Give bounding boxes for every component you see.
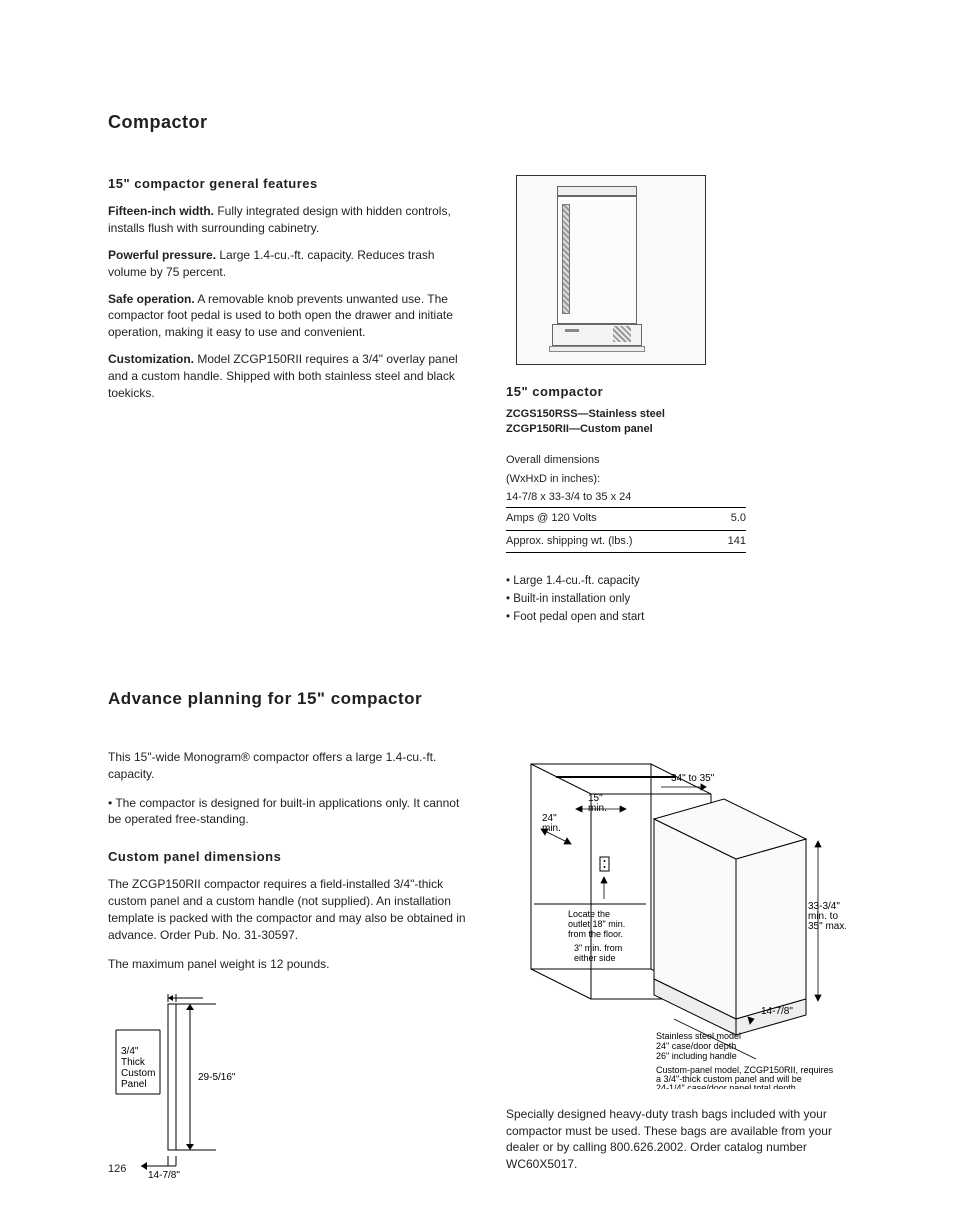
advance-left: This 15"-wide Monogram® compactor offers… <box>108 749 466 1185</box>
model-line: ZCGP150RII—Custom panel <box>506 422 846 437</box>
advance-intro: This 15"-wide Monogram® compactor offers… <box>108 749 466 783</box>
feature-item: Powerful pressure. Large 1.4-cu.-ft. cap… <box>108 247 466 281</box>
lower-two-col: This 15"-wide Monogram® compactor offers… <box>108 749 846 1185</box>
compactor-illustration <box>557 186 637 356</box>
feature-lead: Powerful pressure. <box>108 248 216 262</box>
feature-item: Customization. Model ZCGP150RII requires… <box>108 351 466 401</box>
thick-l1: 3/4" <box>121 1046 139 1057</box>
upper-two-col: 15" compactor general features Fifteen-i… <box>108 175 846 627</box>
feature-item: Fifteen-inch width. Fully integrated des… <box>108 203 466 237</box>
thick-l4: Panel <box>121 1079 147 1090</box>
bullet-text: Built-in installation only <box>513 593 630 605</box>
page-number: 126 <box>108 1162 126 1177</box>
bullet-text: Foot pedal open and start <box>513 611 644 623</box>
panel-h: 29-5/16" <box>198 1072 236 1083</box>
panel-p1: The ZCGP150RII compactor requires a fiel… <box>108 876 466 943</box>
spec-label: Amps @ 120 Volts <box>506 508 716 530</box>
spec-value: 5.0 <box>716 508 746 530</box>
feature-lead: Safe operation. <box>108 292 195 306</box>
model-line: ZCGS150RSS—Stainless steel <box>506 407 846 422</box>
spec-label: Approx. shipping wt. (lbs.) <box>506 530 716 552</box>
iso-out1: Locate the <box>568 909 610 919</box>
iso-basew: 14-7/8" <box>761 1006 793 1017</box>
product-image <box>516 175 706 365</box>
iso-diagram: 34" to 35" 15" min. 24" min. Locate the … <box>506 749 846 1089</box>
page-title: Compactor <box>108 110 846 135</box>
advance-heading: Advance planning for 15" compactor <box>108 687 846 711</box>
iso-out2: outlet 18" min. <box>568 919 625 929</box>
bullet-text: Large 1.4-cu.-ft. capacity <box>513 575 640 587</box>
feature-lead: Fifteen-inch width. <box>108 204 214 218</box>
thick-l2: Thick <box>121 1057 146 1068</box>
panel-w: 14-7/8" <box>148 1170 180 1180</box>
feature-item: Safe operation. A removable knob prevent… <box>108 291 466 341</box>
product-bullets: • Large 1.4-cu.-ft. capacity • Built-in … <box>506 573 846 625</box>
bullet: • Foot pedal open and start <box>506 609 846 625</box>
model-lines: ZCGS150RSS—Stainless steel ZCGP150RII—Cu… <box>506 407 846 437</box>
advance-bullet: • The compactor is designed for built-in… <box>108 795 466 829</box>
iso-w15b: min. <box>588 803 607 814</box>
product-heading: 15" compactor <box>506 383 846 401</box>
features-list: Fifteen-inch width. Fully integrated des… <box>108 203 466 401</box>
trash-note: Specially designed heavy-duty trash bags… <box>506 1106 846 1173</box>
iso-h3: 35" max. <box>808 921 846 932</box>
iso-side1: 3" min. from <box>574 943 622 953</box>
features-column: 15" compactor general features Fifteen-i… <box>108 175 466 627</box>
panel-p2: The maximum panel weight is 12 pounds. <box>108 956 466 973</box>
thick-l3: Custom <box>121 1068 155 1079</box>
iso-side2: either side <box>574 953 616 963</box>
dim-value: 14-7/8 x 33-3/4 to 35 x 24 <box>506 490 746 508</box>
feature-lead: Customization. <box>108 352 194 366</box>
bullet: • Built-in installation only <box>506 591 846 607</box>
panel-heading: Custom panel dimensions <box>108 848 466 866</box>
bullet: • Large 1.4-cu.-ft. capacity <box>506 573 846 589</box>
iso-d24b: min. <box>542 823 561 834</box>
spec-value: 141 <box>716 530 746 552</box>
iso-top: 34" to 35" <box>671 773 715 784</box>
iso-n1l2: 24" case/door depth <box>656 1041 736 1051</box>
iso-out3: from the floor. <box>568 929 623 939</box>
advance-bullet-text: The compactor is designed for built-in a… <box>108 796 459 827</box>
iso-n2l3: 24-1/4" case/door panel total depth. <box>656 1083 798 1089</box>
dim-sub: (WxHxD in inches): <box>506 470 746 489</box>
iso-n1l1: Stainless steel model <box>656 1031 741 1041</box>
features-heading: 15" compactor general features <box>108 175 466 193</box>
iso-n1l3: 26" including handle <box>656 1051 737 1061</box>
panel-diagram: 3/4" Thick Custom Panel 29-5/16" 14-7/8" <box>108 990 466 1185</box>
dim-label: Overall dimensions <box>506 451 746 470</box>
spec-table: Overall dimensions (WxHxD in inches): 14… <box>506 451 746 553</box>
spec-column: 15" compactor ZCGS150RSS—Stainless steel… <box>506 175 846 627</box>
advance-right: 34" to 35" 15" min. 24" min. Locate the … <box>506 749 846 1185</box>
